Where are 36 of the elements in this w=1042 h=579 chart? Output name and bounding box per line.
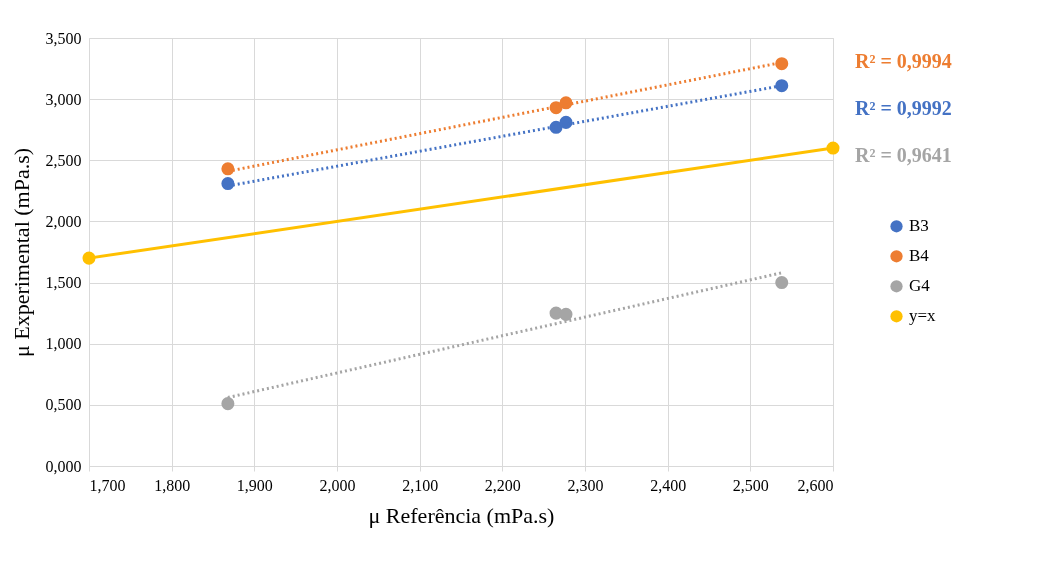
x-tick-label: 2,600 <box>797 476 834 494</box>
y-tick-label: 3,000 <box>45 90 82 108</box>
x-tick-label: 1,900 <box>236 476 273 494</box>
y-tick-label: 1,500 <box>45 274 82 292</box>
x-tick-label: 2,100 <box>402 476 439 494</box>
point <box>775 57 789 71</box>
text: R² = 0,9992 <box>855 97 952 119</box>
x-tick-label: 2,000 <box>319 476 356 494</box>
text: R² = 0,9641 <box>855 144 952 166</box>
point <box>775 79 789 93</box>
x-tick-label: 2,400 <box>650 476 687 494</box>
x-tick-label: 2,200 <box>484 476 521 494</box>
point <box>221 162 235 176</box>
x-tick-label: 1,700 <box>89 476 126 494</box>
x-tick-label: 2,500 <box>732 476 769 494</box>
legend-label: B4 <box>909 246 930 266</box>
point <box>826 141 840 155</box>
legend-label: G4 <box>909 276 931 296</box>
legend-label: B3 <box>909 216 929 236</box>
point <box>559 307 573 321</box>
y-tick-label: 1,000 <box>45 335 82 353</box>
point <box>82 251 96 265</box>
y-tick-label: 3,500 <box>45 29 82 47</box>
x-tick-label: 1,800 <box>154 476 191 494</box>
point <box>775 276 789 290</box>
text: R² = 0,9994 <box>855 50 952 72</box>
legend-label: y=x <box>909 306 937 326</box>
y-tick-label: 0,500 <box>45 396 82 414</box>
y-tick-label: 2,000 <box>45 212 82 230</box>
x-tick-label: 2,300 <box>567 476 604 494</box>
x-axis-title: μ Referência (mPa.s) <box>368 502 555 528</box>
point <box>221 397 235 411</box>
y-tick-label: 0,000 <box>45 457 82 475</box>
y-axis-title: μ Experimental (mPa.s) <box>8 147 34 358</box>
y-tick-label: 2,500 <box>45 151 82 169</box>
point <box>221 177 235 191</box>
